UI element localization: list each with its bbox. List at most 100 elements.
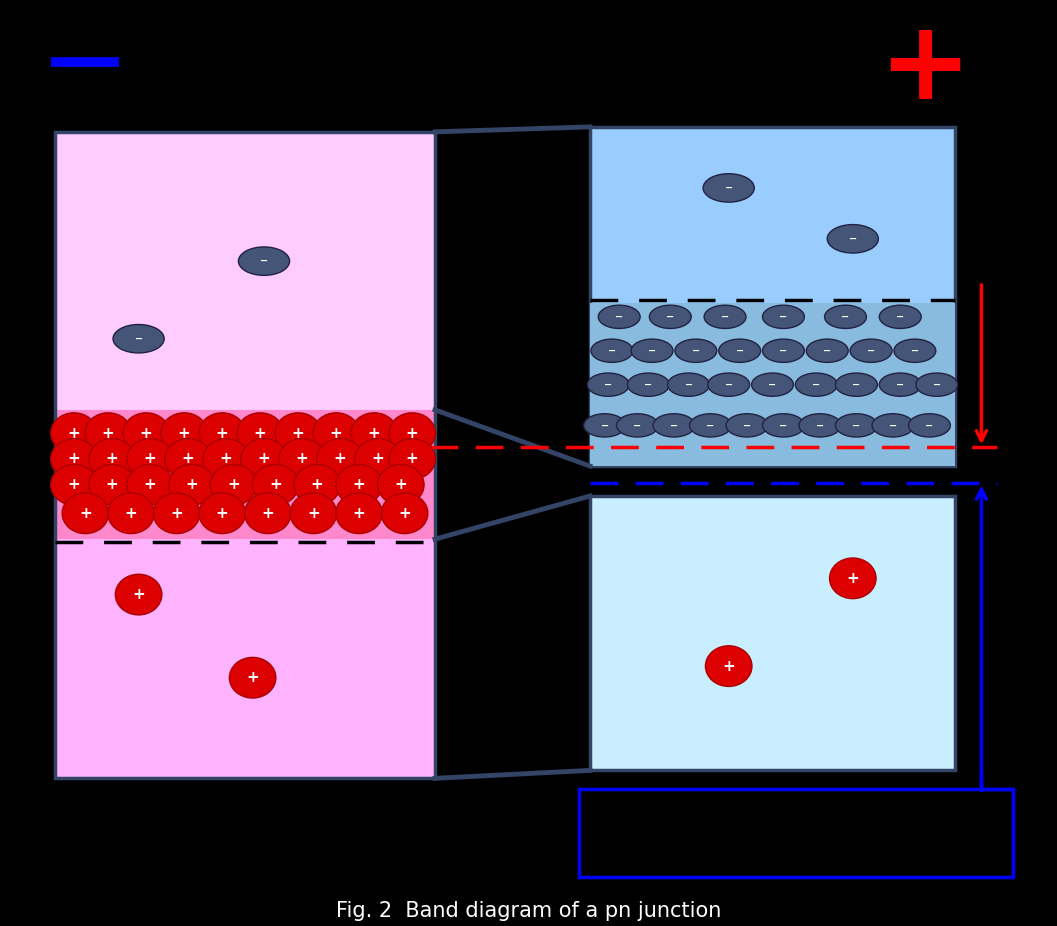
- Circle shape: [62, 493, 109, 533]
- Text: −: −: [685, 380, 692, 390]
- Bar: [579, 789, 1014, 877]
- Text: +: +: [406, 452, 419, 467]
- Ellipse shape: [239, 247, 290, 275]
- Text: +: +: [144, 452, 156, 467]
- Ellipse shape: [824, 306, 867, 329]
- Ellipse shape: [762, 339, 804, 362]
- Ellipse shape: [726, 414, 767, 437]
- Text: +: +: [101, 426, 114, 441]
- Circle shape: [161, 413, 207, 454]
- Ellipse shape: [631, 339, 673, 362]
- Text: +: +: [372, 452, 385, 467]
- Text: −: −: [779, 345, 787, 356]
- Text: −: −: [736, 345, 744, 356]
- Text: −: −: [648, 345, 656, 356]
- Text: −: −: [852, 380, 860, 390]
- Bar: [55, 410, 435, 779]
- Text: −: −: [849, 233, 857, 244]
- Ellipse shape: [872, 414, 914, 437]
- Ellipse shape: [719, 339, 761, 362]
- Text: +: +: [254, 426, 266, 441]
- Ellipse shape: [879, 373, 922, 396]
- Text: +: +: [878, 15, 971, 122]
- Ellipse shape: [799, 414, 841, 437]
- Ellipse shape: [708, 373, 749, 396]
- Bar: [55, 131, 435, 779]
- Circle shape: [127, 465, 173, 506]
- Ellipse shape: [835, 414, 877, 437]
- Text: +: +: [79, 506, 92, 520]
- Ellipse shape: [113, 324, 164, 353]
- Text: +: +: [398, 506, 411, 520]
- Ellipse shape: [598, 306, 641, 329]
- Text: −: −: [841, 312, 850, 322]
- Ellipse shape: [828, 225, 878, 253]
- Text: −: −: [823, 345, 831, 356]
- Text: −: −: [134, 333, 143, 344]
- Ellipse shape: [704, 306, 746, 329]
- Text: +: +: [140, 426, 152, 441]
- Ellipse shape: [583, 414, 626, 437]
- Circle shape: [253, 465, 299, 506]
- Circle shape: [313, 413, 359, 454]
- Text: +: +: [406, 426, 419, 441]
- Text: −: −: [816, 420, 824, 431]
- Text: −: −: [812, 380, 820, 390]
- Text: −: −: [896, 380, 905, 390]
- Circle shape: [199, 413, 245, 454]
- Text: −: −: [725, 380, 733, 390]
- Text: −: −: [852, 420, 860, 431]
- Text: −: −: [605, 380, 612, 390]
- Text: −: −: [896, 312, 905, 322]
- Ellipse shape: [752, 373, 794, 396]
- Ellipse shape: [628, 373, 669, 396]
- Text: −: −: [779, 420, 787, 431]
- Ellipse shape: [806, 339, 848, 362]
- Text: +: +: [132, 587, 145, 602]
- Ellipse shape: [762, 306, 804, 329]
- Circle shape: [108, 493, 154, 533]
- Circle shape: [210, 465, 257, 506]
- Circle shape: [241, 439, 288, 480]
- Text: −: −: [670, 420, 678, 431]
- Circle shape: [244, 493, 291, 533]
- Ellipse shape: [591, 339, 633, 362]
- Circle shape: [51, 439, 97, 480]
- Ellipse shape: [653, 414, 694, 437]
- Circle shape: [279, 439, 326, 480]
- Text: +: +: [125, 506, 137, 520]
- Ellipse shape: [649, 306, 691, 329]
- Circle shape: [89, 439, 135, 480]
- Text: −: −: [633, 420, 642, 431]
- Text: +: +: [270, 477, 282, 493]
- Text: +: +: [258, 452, 271, 467]
- Circle shape: [89, 465, 135, 506]
- Text: +: +: [185, 477, 198, 493]
- Circle shape: [275, 413, 321, 454]
- Circle shape: [203, 439, 249, 480]
- Circle shape: [115, 574, 162, 615]
- Text: −: −: [925, 420, 933, 431]
- Circle shape: [237, 413, 283, 454]
- Ellipse shape: [703, 174, 755, 202]
- Bar: [55, 131, 435, 410]
- Bar: [590, 127, 956, 466]
- Circle shape: [51, 465, 97, 506]
- Text: +: +: [106, 452, 118, 467]
- Circle shape: [85, 413, 131, 454]
- Ellipse shape: [762, 414, 804, 437]
- Text: −: −: [615, 312, 624, 322]
- Circle shape: [153, 493, 200, 533]
- Circle shape: [290, 493, 336, 533]
- Text: +: +: [246, 670, 259, 685]
- Text: −: −: [911, 345, 919, 356]
- Text: −: −: [932, 380, 941, 390]
- Text: −: −: [743, 420, 752, 431]
- Text: +: +: [296, 452, 309, 467]
- Ellipse shape: [915, 373, 958, 396]
- Circle shape: [168, 465, 215, 506]
- Circle shape: [382, 493, 428, 533]
- Text: Fig. 2  Band diagram of a pn junction: Fig. 2 Band diagram of a pn junction: [336, 901, 721, 921]
- Text: +: +: [261, 506, 274, 520]
- Ellipse shape: [909, 414, 950, 437]
